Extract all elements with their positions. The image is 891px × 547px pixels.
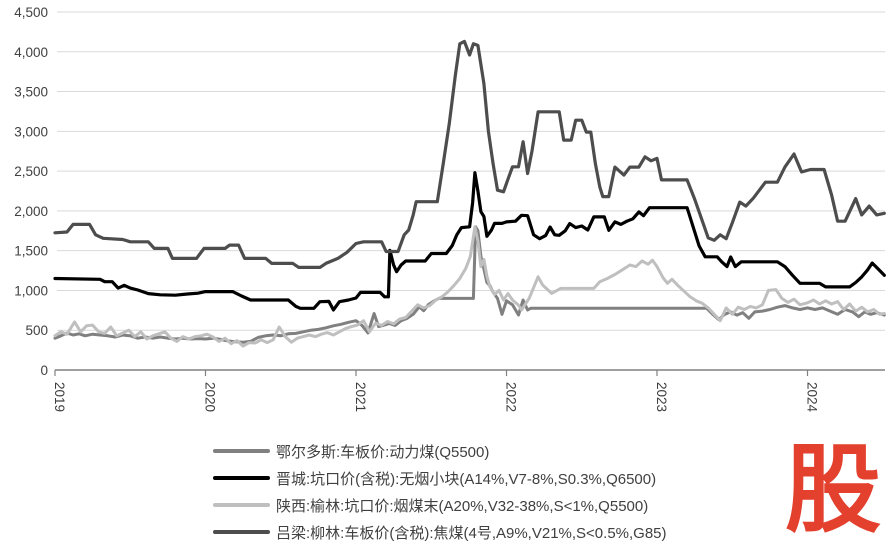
legend-label: 鄂尔多斯:车板价:动力煤(Q5500) <box>276 443 490 461</box>
y-axis-tick-label: 500 <box>25 323 48 338</box>
y-axis-tick-label: 1,500 <box>14 244 48 259</box>
x-axis-tick-label: 2022 <box>504 382 519 412</box>
y-axis-tick-label: 4,000 <box>14 45 48 60</box>
legend-label: 吕梁:柳林:车板价(含税):焦煤(4号,A9%,V21%,S<0.5%,G85) <box>276 524 667 542</box>
series-line-3 <box>53 39 886 269</box>
legend-line-swatch <box>213 503 270 507</box>
y-axis-tick-label: 2,500 <box>14 164 48 179</box>
y-axis-tick-label: 3,000 <box>14 124 48 139</box>
x-axis-tick-label: 2023 <box>654 382 669 412</box>
series-line-1 <box>53 171 886 312</box>
series-line-2 <box>53 225 886 348</box>
y-axis-tick-label: 1,000 <box>14 283 48 298</box>
x-axis-tick-label: 2021 <box>353 382 368 412</box>
y-axis-tick-label: 4,500 <box>14 5 48 20</box>
series-line-0 <box>53 225 886 344</box>
legend-label: 晋城:坑口价(含税):无烟小块(A14%,V7-8%,S0.3%,Q6500) <box>276 470 657 488</box>
y-axis-tick-label: 0 <box>40 363 48 378</box>
price-line-chart: 0 500 1,000 1,500 2,000 2,500 3,000 3,500 4,000 4… <box>14 5 886 413</box>
x-axis-tick-label: 2019 <box>52 382 67 412</box>
legend-line-swatch <box>213 530 270 534</box>
y-axis-tick-label: 3,500 <box>14 85 48 100</box>
x-axis-tick-label: 2024 <box>805 382 820 413</box>
legend-item: 吕梁:柳林:车板价(含税):焦煤(4号,A9%,V21%,S<0.5%,G85) <box>213 521 667 543</box>
stock-logo: 股 <box>785 437 881 544</box>
legend-item: 陕西:榆林:坑口价:烟煤末(A20%,V32-38%,S<1%,Q5500) <box>213 494 667 516</box>
legend-label: 陕西:榆林:坑口价:烟煤末(A20%,V32-38%,S<1%,Q5500) <box>276 497 649 515</box>
chart-legend: 鄂尔多斯:车板价:动力煤(Q5500) 晋城:坑口价(含税):无烟小块(A14%,… <box>213 440 667 543</box>
y-axis-tick-label: 2,000 <box>14 204 48 219</box>
legend-line-swatch <box>213 449 270 453</box>
legend-line-swatch <box>213 476 270 480</box>
legend-item: 鄂尔多斯:车板价:动力煤(Q5500) <box>213 440 667 462</box>
x-axis-tick-label: 2020 <box>203 382 218 412</box>
legend-item: 晋城:坑口价(含税):无烟小块(A14%,V7-8%,S0.3%,Q6500) <box>213 467 667 489</box>
